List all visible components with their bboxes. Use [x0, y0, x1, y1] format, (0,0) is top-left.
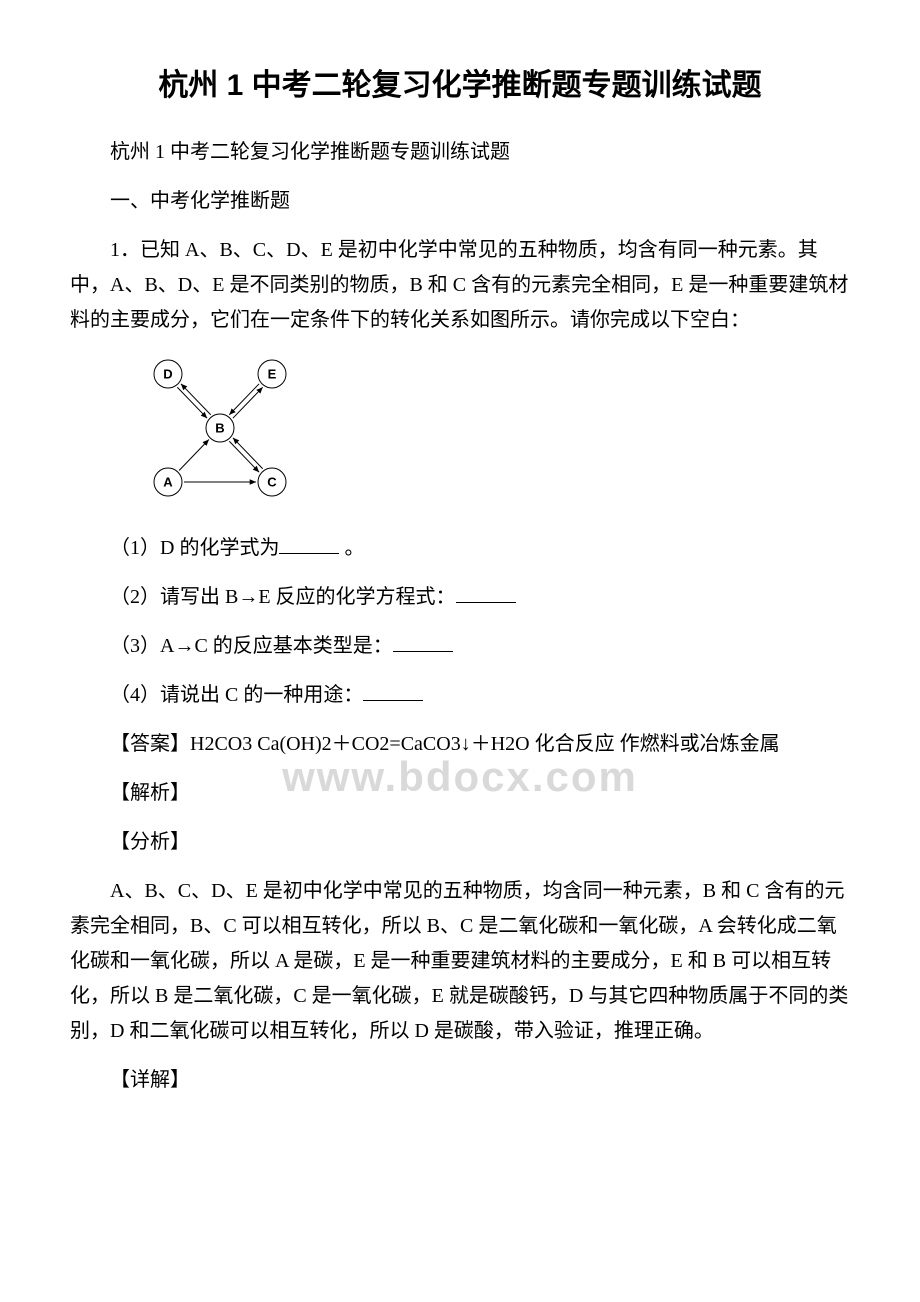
fenxi-label: 【分析】 — [70, 825, 850, 860]
q1-2-text: （2）请写出 B→E 反应的化学方程式： — [110, 586, 456, 608]
xiangjie-label: 【详解】 — [70, 1063, 850, 1098]
svg-text:A: A — [163, 474, 173, 489]
blank-3 — [393, 631, 453, 652]
q1-1-tail: 。 — [339, 537, 364, 559]
question-1-1: （1）D 的化学式为 。 — [70, 531, 850, 566]
subtitle: 杭州 1 中考二轮复习化学推断题专题训练试题 — [70, 135, 850, 170]
answer-text: H2CO3 Ca(OH)2＋CO2=CaCO3↓＋H2O 化合反应 作燃料或冶炼… — [190, 733, 780, 755]
question-1-intro: 1．已知 A、B、C、D、E 是初中化学中常见的五种物质，均含有同一种元素。其中… — [70, 233, 850, 338]
answer-label: 【答案】 — [110, 733, 190, 755]
section-heading: 一、中考化学推断题 — [70, 184, 850, 219]
q1-4-text: （4）请说出 C 的一种用途： — [110, 684, 363, 706]
svg-text:C: C — [267, 474, 277, 489]
blank-4 — [363, 680, 423, 701]
svg-text:E: E — [268, 366, 277, 381]
page-title: 杭州 1 中考二轮复习化学推断题专题训练试题 — [70, 60, 850, 113]
question-1-2: （2）请写出 B→E 反应的化学方程式： — [70, 580, 850, 615]
analysis-label: 【解析】 — [70, 776, 850, 811]
relationship-diagram: D E B A C — [130, 352, 850, 519]
fenxi-text: A、B、C、D、E 是初中化学中常见的五种物质，均含同一种元素，B 和 C 含有… — [70, 874, 850, 1049]
question-1-4: （4）请说出 C 的一种用途： — [70, 678, 850, 713]
q1-1-text: （1）D 的化学式为 — [110, 537, 279, 559]
answer-block: 【答案】H2CO3 Ca(OH)2＋CO2=CaCO3↓＋H2O 化合反应 作燃… — [70, 727, 850, 762]
svg-text:B: B — [215, 420, 224, 435]
svg-text:D: D — [163, 366, 172, 381]
blank-2 — [456, 582, 516, 603]
question-1-3: （3）A→C 的反应基本类型是： — [70, 629, 850, 664]
blank-1 — [279, 533, 339, 554]
q1-3-text: （3）A→C 的反应基本类型是： — [110, 635, 393, 657]
